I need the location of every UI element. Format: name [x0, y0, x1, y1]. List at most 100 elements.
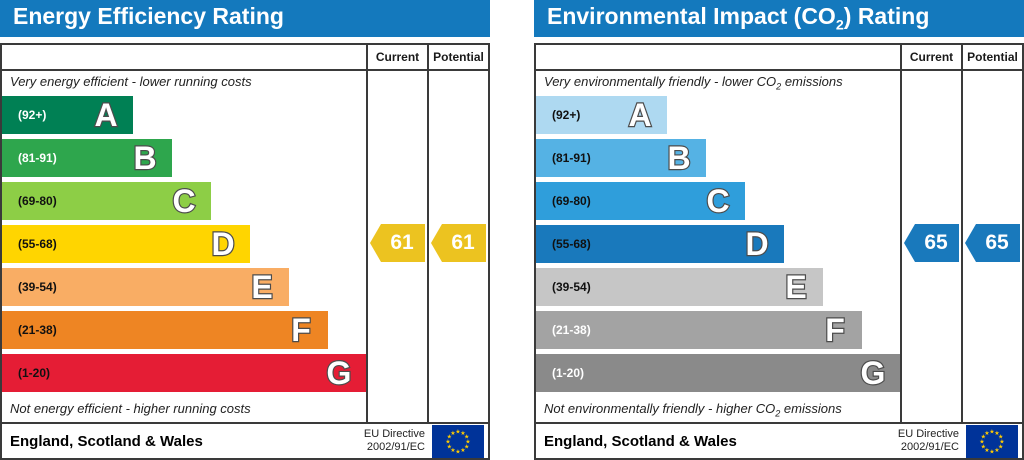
bands-area: Very environmentally friendly - lower CO… — [536, 71, 900, 422]
svg-text:B: B — [133, 140, 156, 176]
top-caption: Very environmentally friendly - lower CO… — [544, 74, 843, 92]
svg-text:★: ★ — [450, 429, 455, 436]
current-rating-arrow: 65 — [904, 224, 959, 262]
band-range-label: (81-91) — [552, 151, 591, 165]
chart-title: Environmental Impact (CO2) Rating — [547, 3, 930, 34]
svg-text:G: G — [861, 355, 886, 391]
rating-band-e: (39-54) E — [536, 268, 823, 306]
potential-column: 61 — [427, 71, 488, 422]
svg-text:★: ★ — [460, 447, 465, 454]
rating-band-f: (21-38) F — [536, 311, 863, 349]
eu-flag-icon: ★ ★★ ★★★ ★★★ ★★★ — [432, 424, 484, 458]
svg-text:★: ★ — [464, 443, 469, 450]
band-letter: E — [250, 269, 274, 305]
potential-rating-value: 61 — [451, 231, 475, 254]
svg-text:F: F — [825, 312, 845, 348]
rating-band-c: (69-80) C — [536, 182, 745, 220]
svg-text:★: ★ — [981, 433, 986, 440]
svg-text:★: ★ — [984, 429, 989, 436]
environmental-impact-rating-chart: Environmental Impact (CO2) Rating Curren… — [534, 0, 1024, 460]
rating-band-e: (39-54) E — [2, 268, 289, 306]
rating-band-g: (1-20) G — [2, 354, 366, 392]
band-range-label: (69-80) — [552, 194, 591, 208]
eu-directive-label: EU Directive 2002/91/EC — [363, 427, 425, 453]
band-range-label: (39-54) — [552, 280, 591, 294]
band-letter: C — [705, 183, 731, 219]
bottom-caption: Not energy efficient - higher running co… — [10, 401, 251, 417]
potential-column-header: Potential — [961, 45, 1022, 71]
svg-text:★: ★ — [464, 433, 469, 440]
svg-text:★: ★ — [447, 433, 452, 440]
potential-rating-arrow: 65 — [965, 224, 1020, 262]
svg-text:★: ★ — [994, 429, 999, 436]
band-range-label: (1-20) — [552, 366, 585, 380]
svg-text:★: ★ — [989, 448, 994, 455]
top-caption: Very energy efficient - lower running co… — [10, 74, 252, 90]
svg-text:★: ★ — [465, 438, 470, 445]
rating-band-b: (81-91) B — [536, 139, 706, 177]
band-range-label: (21-38) — [552, 323, 591, 337]
band-range-label: (92+) — [552, 108, 581, 122]
svg-text:★: ★ — [455, 428, 460, 435]
chart-footer: England, Scotland & Wales EU Directive 2… — [536, 422, 1022, 458]
region-label: England, Scotland & Wales — [10, 432, 203, 450]
current-column: 61 — [366, 71, 427, 422]
band-letter: C — [171, 183, 197, 219]
current-column-header: Current — [366, 45, 427, 71]
potential-rating-value: 65 — [985, 231, 1009, 254]
band-letter: F — [290, 312, 312, 348]
svg-text:★: ★ — [994, 447, 999, 454]
band-letter: A — [627, 97, 653, 133]
band-list: (92+) A (81-91) B (69-80) C (55-68) D (39-54) E (2… — [2, 95, 366, 398]
rating-table: Current Potential Very environmentally f… — [534, 43, 1024, 460]
potential-rating-arrow: 61 — [431, 224, 486, 262]
potential-column: 65 — [961, 71, 1022, 422]
svg-text:★: ★ — [979, 438, 984, 445]
bottom-caption: Not environmentally friendly - higher CO… — [544, 401, 842, 419]
current-rating-value: 61 — [390, 231, 414, 254]
svg-text:★: ★ — [998, 433, 1003, 440]
rating-band-a: (92+) A — [536, 96, 668, 134]
svg-text:★: ★ — [999, 438, 1004, 445]
band-letter: F — [824, 312, 846, 348]
region-label: England, Scotland & Wales — [544, 432, 737, 450]
svg-text:F: F — [291, 312, 311, 348]
rating-band-c: (69-80) C — [2, 182, 211, 220]
rating-band-g: (1-20) G — [536, 354, 900, 392]
band-letter: B — [666, 140, 692, 176]
rating-band-d: (55-68) D — [536, 225, 784, 263]
svg-text:D: D — [745, 226, 768, 262]
band-range-label: (92+) — [18, 108, 47, 122]
band-letter: E — [784, 269, 808, 305]
svg-text:D: D — [211, 226, 234, 262]
potential-column-header: Potential — [427, 45, 488, 71]
band-range-label: (21-38) — [18, 323, 57, 337]
band-range-label: (39-54) — [18, 280, 57, 294]
svg-text:G: G — [327, 355, 352, 391]
current-rating-value: 65 — [924, 231, 948, 254]
eu-flag-icon: ★ ★★ ★★★ ★★★ ★★★ — [966, 424, 1018, 458]
bands-area: Very energy efficient - lower running co… — [2, 71, 366, 422]
chart-title-bar: Environmental Impact (CO2) Rating — [534, 0, 1024, 37]
band-range-label: (81-91) — [18, 151, 57, 165]
rating-band-f: (21-38) F — [2, 311, 329, 349]
svg-text:★: ★ — [998, 443, 1003, 450]
rating-table: Current Potential Very energy efficient … — [0, 43, 490, 460]
svg-text:★: ★ — [445, 438, 450, 445]
svg-text:A: A — [628, 97, 651, 133]
svg-text:★: ★ — [447, 443, 452, 450]
band-list: (92+) A (81-91) B (69-80) C (55-68) D (39-54) E (2… — [536, 95, 900, 398]
chart-title: Energy Efficiency Rating — [13, 3, 284, 30]
svg-text:★: ★ — [981, 443, 986, 450]
band-letter: D — [210, 226, 236, 262]
rating-band-b: (81-91) B — [2, 139, 172, 177]
spacer-cell — [2, 45, 366, 71]
svg-text:★: ★ — [989, 428, 994, 435]
svg-text:C: C — [706, 183, 729, 219]
band-range-label: (69-80) — [18, 194, 57, 208]
svg-text:★: ★ — [450, 447, 455, 454]
band-range-label: (1-20) — [18, 366, 51, 380]
current-column-header: Current — [900, 45, 961, 71]
svg-text:A: A — [94, 97, 117, 133]
rating-band-d: (55-68) D — [2, 225, 250, 263]
